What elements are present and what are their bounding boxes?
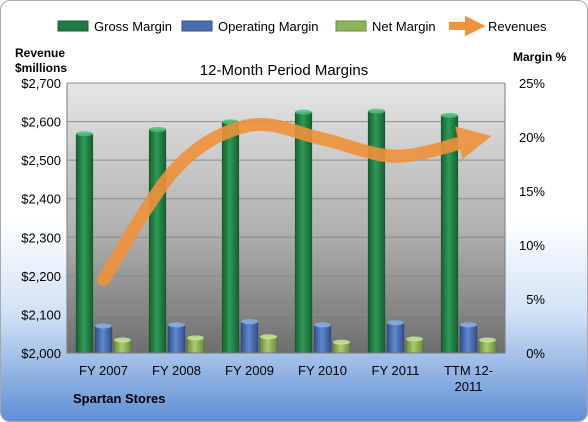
left-tick-label: $2,400: [21, 192, 61, 207]
bar-gross-margin-top: [295, 109, 312, 115]
category-label: FY 2010: [298, 363, 347, 378]
bar-gross-margin-top: [441, 112, 458, 118]
bar-operating-margin: [240, 321, 259, 354]
legend-swatch-operating-margin: [181, 20, 213, 32]
chart-title: 12-Month Period Margins: [200, 62, 368, 79]
company-name: Spartan Stores: [73, 391, 165, 406]
category-label: FY 2009: [225, 363, 274, 378]
bar-operating-margin: [386, 322, 405, 354]
bar-gross-margin-top: [76, 131, 93, 137]
bar-net-margin-top: [333, 339, 350, 345]
legend-label-gross-margin: Gross Margin: [94, 19, 172, 34]
left-tick-label: $2,300: [21, 230, 61, 245]
right-tick-label: 0%: [526, 346, 545, 361]
bar-operating-margin: [313, 324, 332, 354]
category-label: FY 2011: [372, 363, 420, 378]
bar-net-margin-top: [479, 337, 496, 343]
right-tick-label: 15%: [519, 184, 545, 199]
bar-operating-margin-top: [387, 320, 404, 326]
bar-operating-margin: [167, 324, 186, 354]
bar-operating-margin-top: [241, 319, 258, 325]
bar-gross-margin: [221, 121, 240, 354]
right-tick-label: 5%: [526, 292, 545, 307]
axes: $2,000 $2,100 $2,200 $2,300 $2,400 $2,500 $2,6…: [21, 76, 545, 394]
bar-operating-margin-top: [95, 323, 112, 329]
bar-gross-margin: [294, 111, 313, 354]
category-label: FY 2007: [79, 363, 128, 378]
right-tick-label: 20%: [519, 130, 545, 145]
bar-gross-margin-top: [149, 126, 166, 132]
left-tick-label: $2,200: [21, 269, 61, 284]
left-axis-label-line2: $millions: [15, 61, 67, 75]
left-tick-label: $2,000: [21, 346, 61, 361]
bar-series: [75, 108, 497, 354]
left-tick-label: $2,100: [21, 307, 61, 322]
bar-operating-margin: [459, 324, 478, 354]
left-tick-label: $2,500: [21, 153, 61, 168]
legend-swatch-net-margin: [335, 20, 367, 32]
bar-operating-margin: [94, 325, 113, 354]
bar-net-margin-top: [187, 335, 204, 341]
bar-operating-margin-top: [314, 322, 331, 328]
right-axis-label: Margin %: [513, 50, 567, 64]
legend: Gross Margin Operating Margin Net Margin…: [57, 15, 547, 37]
left-tick-label: $2,700: [21, 76, 61, 91]
bar-gross-margin: [75, 133, 94, 354]
category-label: TTM 12-: [444, 363, 493, 378]
category-label: 2011: [455, 379, 483, 394]
legend-label-net-margin: Net Margin: [372, 19, 436, 34]
bar-operating-margin-top: [168, 322, 185, 328]
bar-gross-margin: [148, 129, 167, 354]
legend-label-operating-margin: Operating Margin: [218, 19, 318, 34]
revenue-line: [97, 117, 492, 287]
legend-swatch-gross-margin: [57, 20, 89, 32]
right-tick-label: 10%: [519, 238, 545, 253]
revenue-line-path: [97, 117, 492, 287]
category-label: FY 2008: [152, 363, 201, 378]
left-axis-label-line1: Revenue: [15, 46, 65, 60]
left-tick-label: $2,600: [21, 115, 61, 130]
bar-gross-margin-top: [368, 108, 385, 114]
bar-operating-margin-top: [460, 322, 477, 328]
right-tick-label: 25%: [519, 76, 545, 91]
bar-net-margin-top: [406, 336, 423, 342]
legend-label-revenues: Revenues: [488, 19, 547, 34]
bar-net-margin-top: [260, 334, 277, 340]
bar-net-margin-top: [114, 337, 131, 343]
